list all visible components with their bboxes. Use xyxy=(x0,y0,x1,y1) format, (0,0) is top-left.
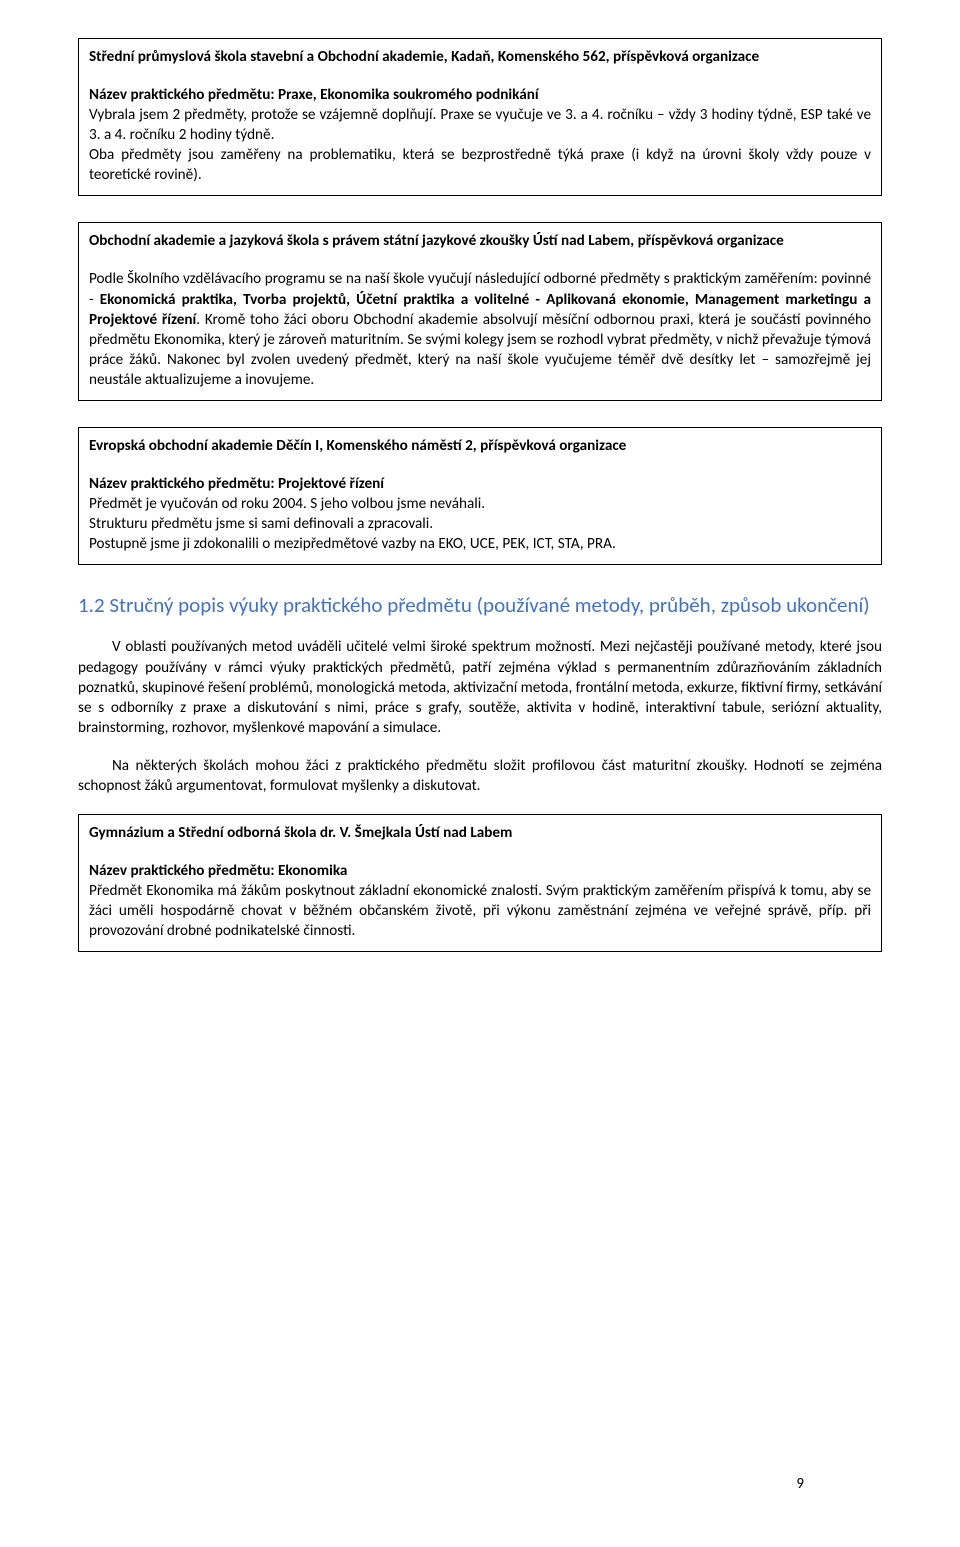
blank xyxy=(89,843,871,861)
box1-subject: Název praktického předmětu: Praxe, Ekono… xyxy=(89,85,871,105)
box2-text: Podle Školního vzdělávacího programu se … xyxy=(89,269,871,389)
blank xyxy=(89,456,871,474)
body-p1: V oblasti používaných metod uváděli učit… xyxy=(78,637,882,737)
info-box-1: Střední průmyslová škola stavební a Obch… xyxy=(78,38,882,196)
box3-subject: Název praktického předmětu: Projektové ř… xyxy=(89,474,871,494)
box3-title: Evropská obchodní akademie Děčín I, Kome… xyxy=(89,436,871,456)
box3-l2: Strukturu předmětu jsme si sami definova… xyxy=(89,514,871,534)
box2-post: . Kromě toho žáci oboru Obchodní akademi… xyxy=(89,311,871,389)
info-box-2: Obchodní akademie a jazyková škola s prá… xyxy=(78,222,882,400)
box2-title: Obchodní akademie a jazyková škola s prá… xyxy=(89,231,871,251)
section-heading: 1.2 Stručný popis výuky praktického před… xyxy=(78,591,882,619)
info-box-4: Gymnázium a Střední odborná škola dr. V.… xyxy=(78,814,882,952)
box3-l3: Postupně jsme ji zdokonalili o mezipředm… xyxy=(89,534,871,554)
body-p2: Na některých školách mohou žáci z prakti… xyxy=(78,756,882,796)
page-number: 9 xyxy=(796,1475,804,1495)
box4-text: Předmět Ekonomika má žákům poskytnout zá… xyxy=(89,881,871,941)
box1-text: Vybrala jsem 2 předměty, protože se vzáj… xyxy=(89,105,871,145)
blank xyxy=(89,67,871,85)
box1-text2: Oba předměty jsou zaměřeny na problemati… xyxy=(89,145,871,185)
box3-l1: Předmět je vyučován od roku 2004. S jeho… xyxy=(89,494,871,514)
blank xyxy=(89,251,871,269)
box4-title: Gymnázium a Střední odborná škola dr. V.… xyxy=(89,823,871,843)
info-box-3: Evropská obchodní akademie Děčín I, Kome… xyxy=(78,427,882,565)
box1-title: Střední průmyslová škola stavební a Obch… xyxy=(89,47,871,67)
box4-subject: Název praktického předmětu: Ekonomika xyxy=(89,861,871,881)
